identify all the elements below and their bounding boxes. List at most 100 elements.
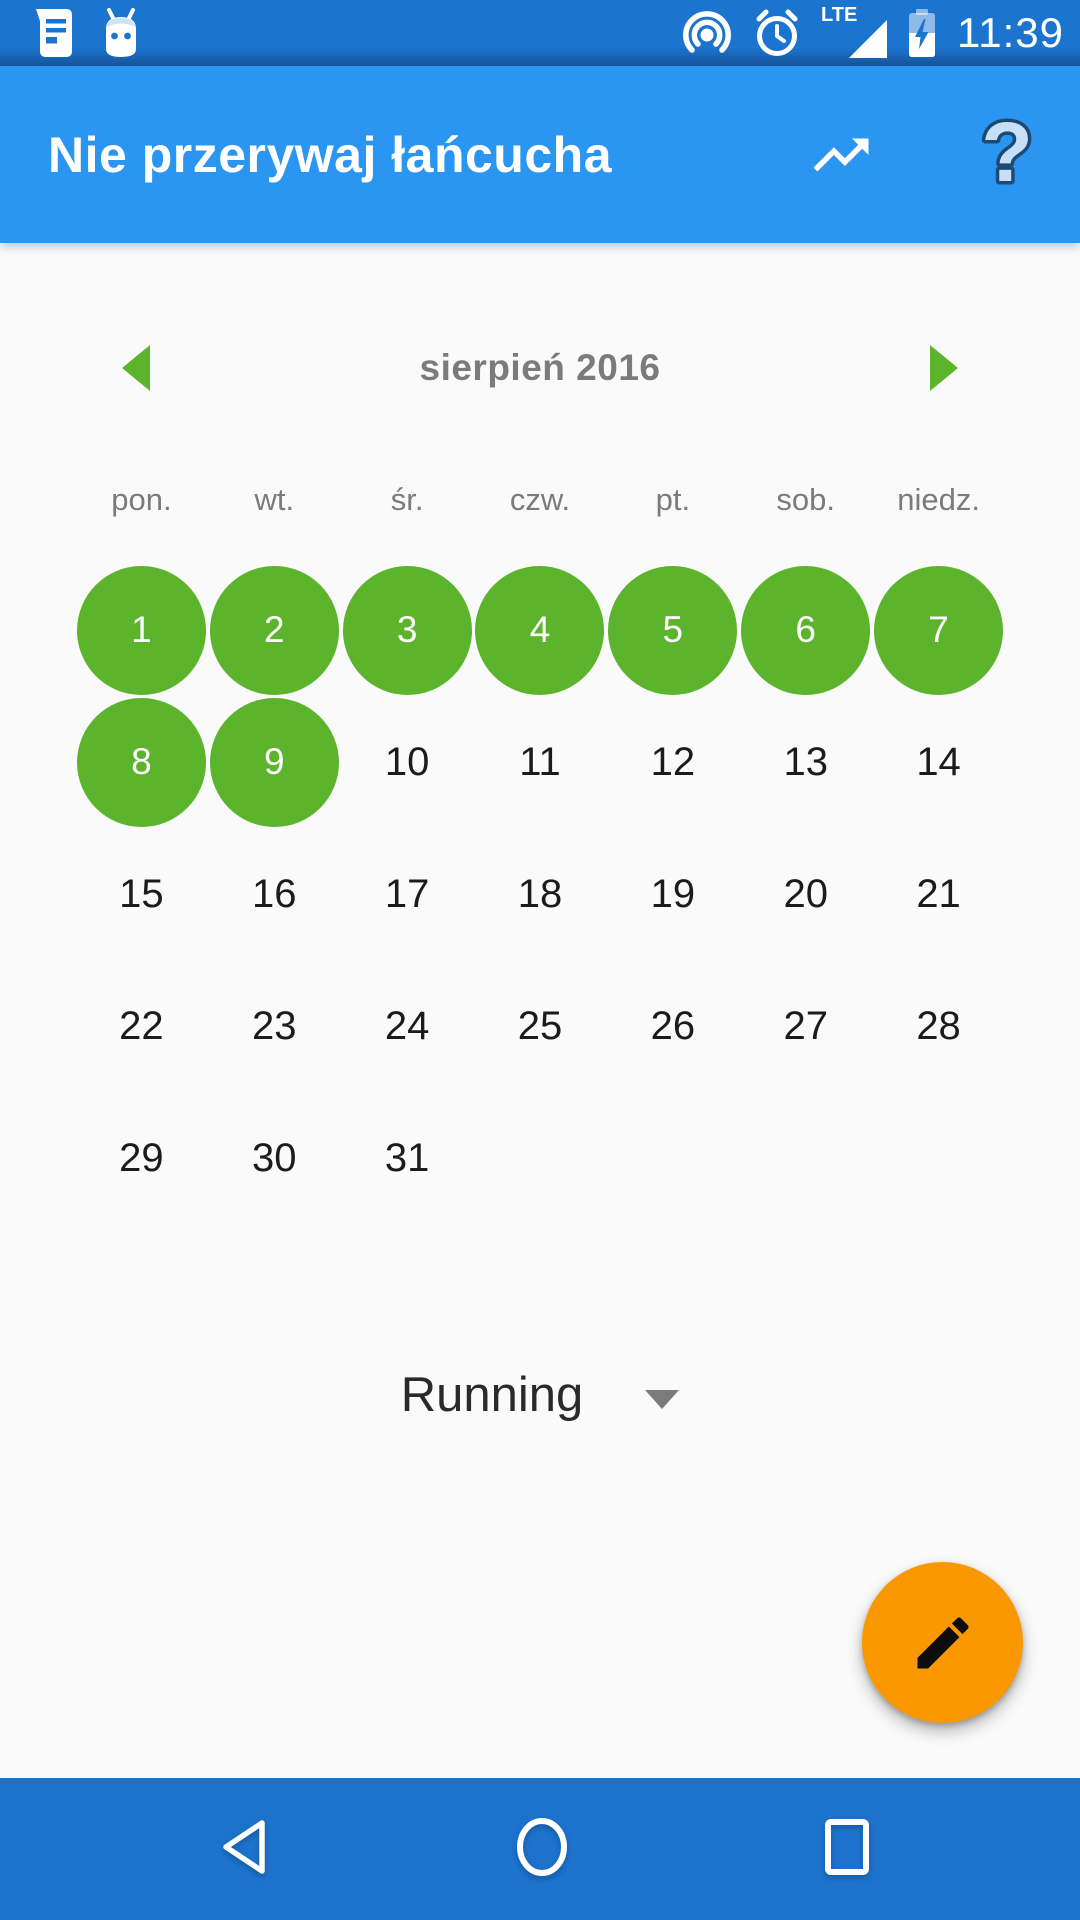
navigation-bar (0, 1778, 1080, 1920)
day-number: 23 (252, 1003, 297, 1048)
day-number: 25 (517, 1003, 563, 1048)
android-marshmallow-icon (106, 8, 136, 57)
day-number: 20 (783, 871, 828, 916)
calendar-day-14[interactable]: 14 (872, 696, 1005, 828)
day-number: 30 (252, 1135, 297, 1180)
calendar-day-11[interactable]: 11 (474, 696, 607, 828)
edit-fab-button[interactable] (862, 1562, 1023, 1723)
month-label: sierpień 2016 (419, 347, 661, 388)
calendar-day-29[interactable]: 29 (75, 1092, 208, 1224)
calendar-day-12[interactable]: 12 (606, 696, 739, 828)
calendar-day-24[interactable]: 24 (341, 960, 474, 1092)
completed-day-circle: 8 (76, 697, 206, 827)
statistics-button[interactable] (808, 122, 874, 188)
calendar-day-10[interactable]: 10 (341, 696, 474, 828)
weekday-label: wt. (254, 482, 295, 517)
next-month-button[interactable] (930, 345, 958, 391)
day-number: 29 (119, 1135, 164, 1180)
calendar-day-5[interactable]: 5 (606, 564, 739, 696)
calendar-day-9[interactable]: 9 (208, 696, 341, 828)
day-number: 12 (650, 739, 696, 784)
day-number: 24 (384, 1003, 430, 1048)
app-bar: Nie przerywaj łańcucha ? (0, 66, 1080, 243)
help-button[interactable]: ? (974, 105, 1040, 205)
day-number: 13 (783, 739, 828, 784)
day-number: 14 (916, 739, 961, 784)
lte-signal-icon: LTE (821, 4, 887, 60)
lte-label: LTE (821, 4, 858, 26)
back-button[interactable] (216, 1816, 270, 1881)
clock-time: 11:39 (957, 9, 1064, 56)
home-icon (517, 1818, 567, 1876)
weekday-row: pon. wt. śr. czw. pt. sob. niedz. (75, 467, 1005, 533)
day-number: 22 (119, 1003, 164, 1048)
calendar-day-1[interactable]: 1 (75, 564, 208, 696)
recents-icon (825, 1819, 869, 1875)
calendar-day-17[interactable]: 17 (341, 828, 474, 960)
calendar-day-7[interactable]: 7 (872, 564, 1005, 696)
calendar-day-21[interactable]: 21 (872, 828, 1005, 960)
hotspot-icon (683, 11, 731, 53)
signal-triangle-icon (849, 20, 887, 58)
weekday-label: pt. (655, 482, 691, 517)
day-number: 18 (517, 871, 563, 916)
home-button[interactable] (514, 1816, 570, 1881)
day-number: 21 (916, 871, 961, 916)
day-number: 26 (650, 1003, 696, 1048)
calendar-grid: 1 2 3 4 5 6 7 8 9 10 11 12 13 14 15 16 17 18 19 20 21 22 23 24 2… (75, 564, 1005, 1224)
weekday-label: czw. (509, 482, 571, 517)
day-number: 10 (384, 739, 430, 784)
day-number: 15 (119, 871, 164, 916)
battery-charging-icon (909, 9, 935, 57)
day-number: 17 (384, 871, 430, 916)
calendar-day-2[interactable]: 2 (208, 564, 341, 696)
calendar-day-19[interactable]: 19 (606, 828, 739, 960)
calendar-day-6[interactable]: 6 (739, 564, 872, 696)
month-navigation: sierpień 2016 (0, 330, 1080, 406)
weekday-label: śr. (390, 482, 424, 517)
completed-day-circle: 2 (209, 565, 339, 695)
dropdown-arrow-icon (645, 1389, 680, 1409)
calendar-day-28[interactable]: 28 (872, 960, 1005, 1092)
calendar-day-23[interactable]: 23 (208, 960, 341, 1092)
calendar-day-13[interactable]: 13 (739, 696, 872, 828)
back-icon (223, 1820, 265, 1874)
day-number: 11 (519, 739, 561, 784)
status-bar-system-icons: LTE 11:39 (681, 0, 1064, 66)
completed-day-circle: 3 (342, 565, 472, 695)
completed-day-circle: 6 (741, 565, 871, 695)
calendar-day-18[interactable]: 18 (474, 828, 607, 960)
completed-day-circle: 9 (209, 697, 339, 827)
calendar-day-16[interactable]: 16 (208, 828, 341, 960)
page-title: Nie przerywaj łańcucha (48, 126, 613, 183)
trending-up-icon (813, 138, 869, 171)
message-notification-icon (36, 9, 72, 57)
alarm-icon (756, 9, 798, 56)
previous-month-button[interactable] (122, 345, 150, 391)
recents-button[interactable] (821, 1816, 873, 1881)
calendar-day-22[interactable]: 22 (75, 960, 208, 1092)
help-icon: ? (978, 105, 1036, 203)
calendar-day-3[interactable]: 3 (341, 564, 474, 696)
day-number: 16 (252, 871, 297, 916)
calendar-day-15[interactable]: 15 (75, 828, 208, 960)
calendar-day-26[interactable]: 26 (606, 960, 739, 1092)
day-number: 28 (916, 1003, 961, 1048)
day-number: 19 (650, 871, 696, 916)
calendar-day-30[interactable]: 30 (208, 1092, 341, 1224)
calendar-day-20[interactable]: 20 (739, 828, 872, 960)
calendar-day-8[interactable]: 8 (75, 696, 208, 828)
habit-selector-value: Running (400, 1368, 584, 1422)
calendar-day-4[interactable]: 4 (474, 564, 607, 696)
calendar-day-27[interactable]: 27 (739, 960, 872, 1092)
completed-day-circle: 7 (874, 565, 1004, 695)
status-bar: LTE 11:39 (0, 0, 1080, 66)
calendar-day-31[interactable]: 31 (341, 1092, 474, 1224)
calendar-day-25[interactable]: 25 (474, 960, 607, 1092)
svg-text:?: ? (981, 105, 1032, 199)
completed-day-circle: 1 (76, 565, 206, 695)
status-bar-notifications (34, 0, 144, 66)
day-number: 27 (783, 1003, 828, 1048)
completed-day-circle: 5 (608, 565, 738, 695)
habit-selector[interactable]: Running (0, 1355, 1080, 1435)
